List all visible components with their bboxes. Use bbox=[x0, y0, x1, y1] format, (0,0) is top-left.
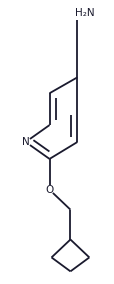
Text: N: N bbox=[22, 137, 29, 147]
Text: H₂N: H₂N bbox=[75, 8, 94, 18]
Text: O: O bbox=[45, 185, 53, 195]
